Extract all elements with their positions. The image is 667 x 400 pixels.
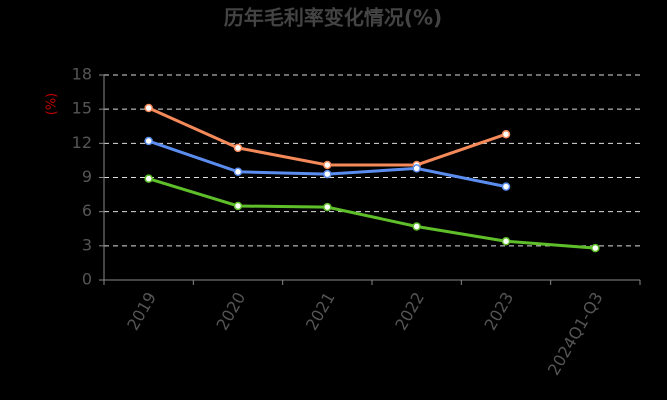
y-tick-label: 6 — [82, 201, 92, 220]
data-point — [233, 201, 243, 211]
data-point — [501, 129, 511, 139]
y-tick-label: 0 — [82, 270, 92, 289]
y-tick-label: 3 — [82, 235, 92, 254]
y-tick-label: 9 — [82, 167, 92, 186]
y-tick-label: 18 — [72, 65, 92, 84]
data-point — [323, 202, 332, 212]
data-point — [144, 103, 153, 113]
data-point — [144, 136, 153, 146]
data-point — [501, 182, 511, 191]
data-point — [144, 174, 153, 183]
data-point — [323, 169, 332, 179]
data-point — [591, 243, 600, 253]
data-point — [233, 143, 243, 153]
data-point — [412, 164, 421, 173]
data-point — [501, 237, 511, 246]
data-point — [412, 222, 421, 231]
y-axis-label: (%) — [45, 93, 60, 116]
y-tick-label: 15 — [72, 99, 92, 118]
series-line — [148, 177, 596, 250]
data-point — [233, 167, 243, 177]
y-tick-label: 12 — [72, 133, 92, 152]
chart-title: 历年毛利率变化情况(%) — [224, 6, 442, 30]
data-point — [323, 160, 332, 170]
